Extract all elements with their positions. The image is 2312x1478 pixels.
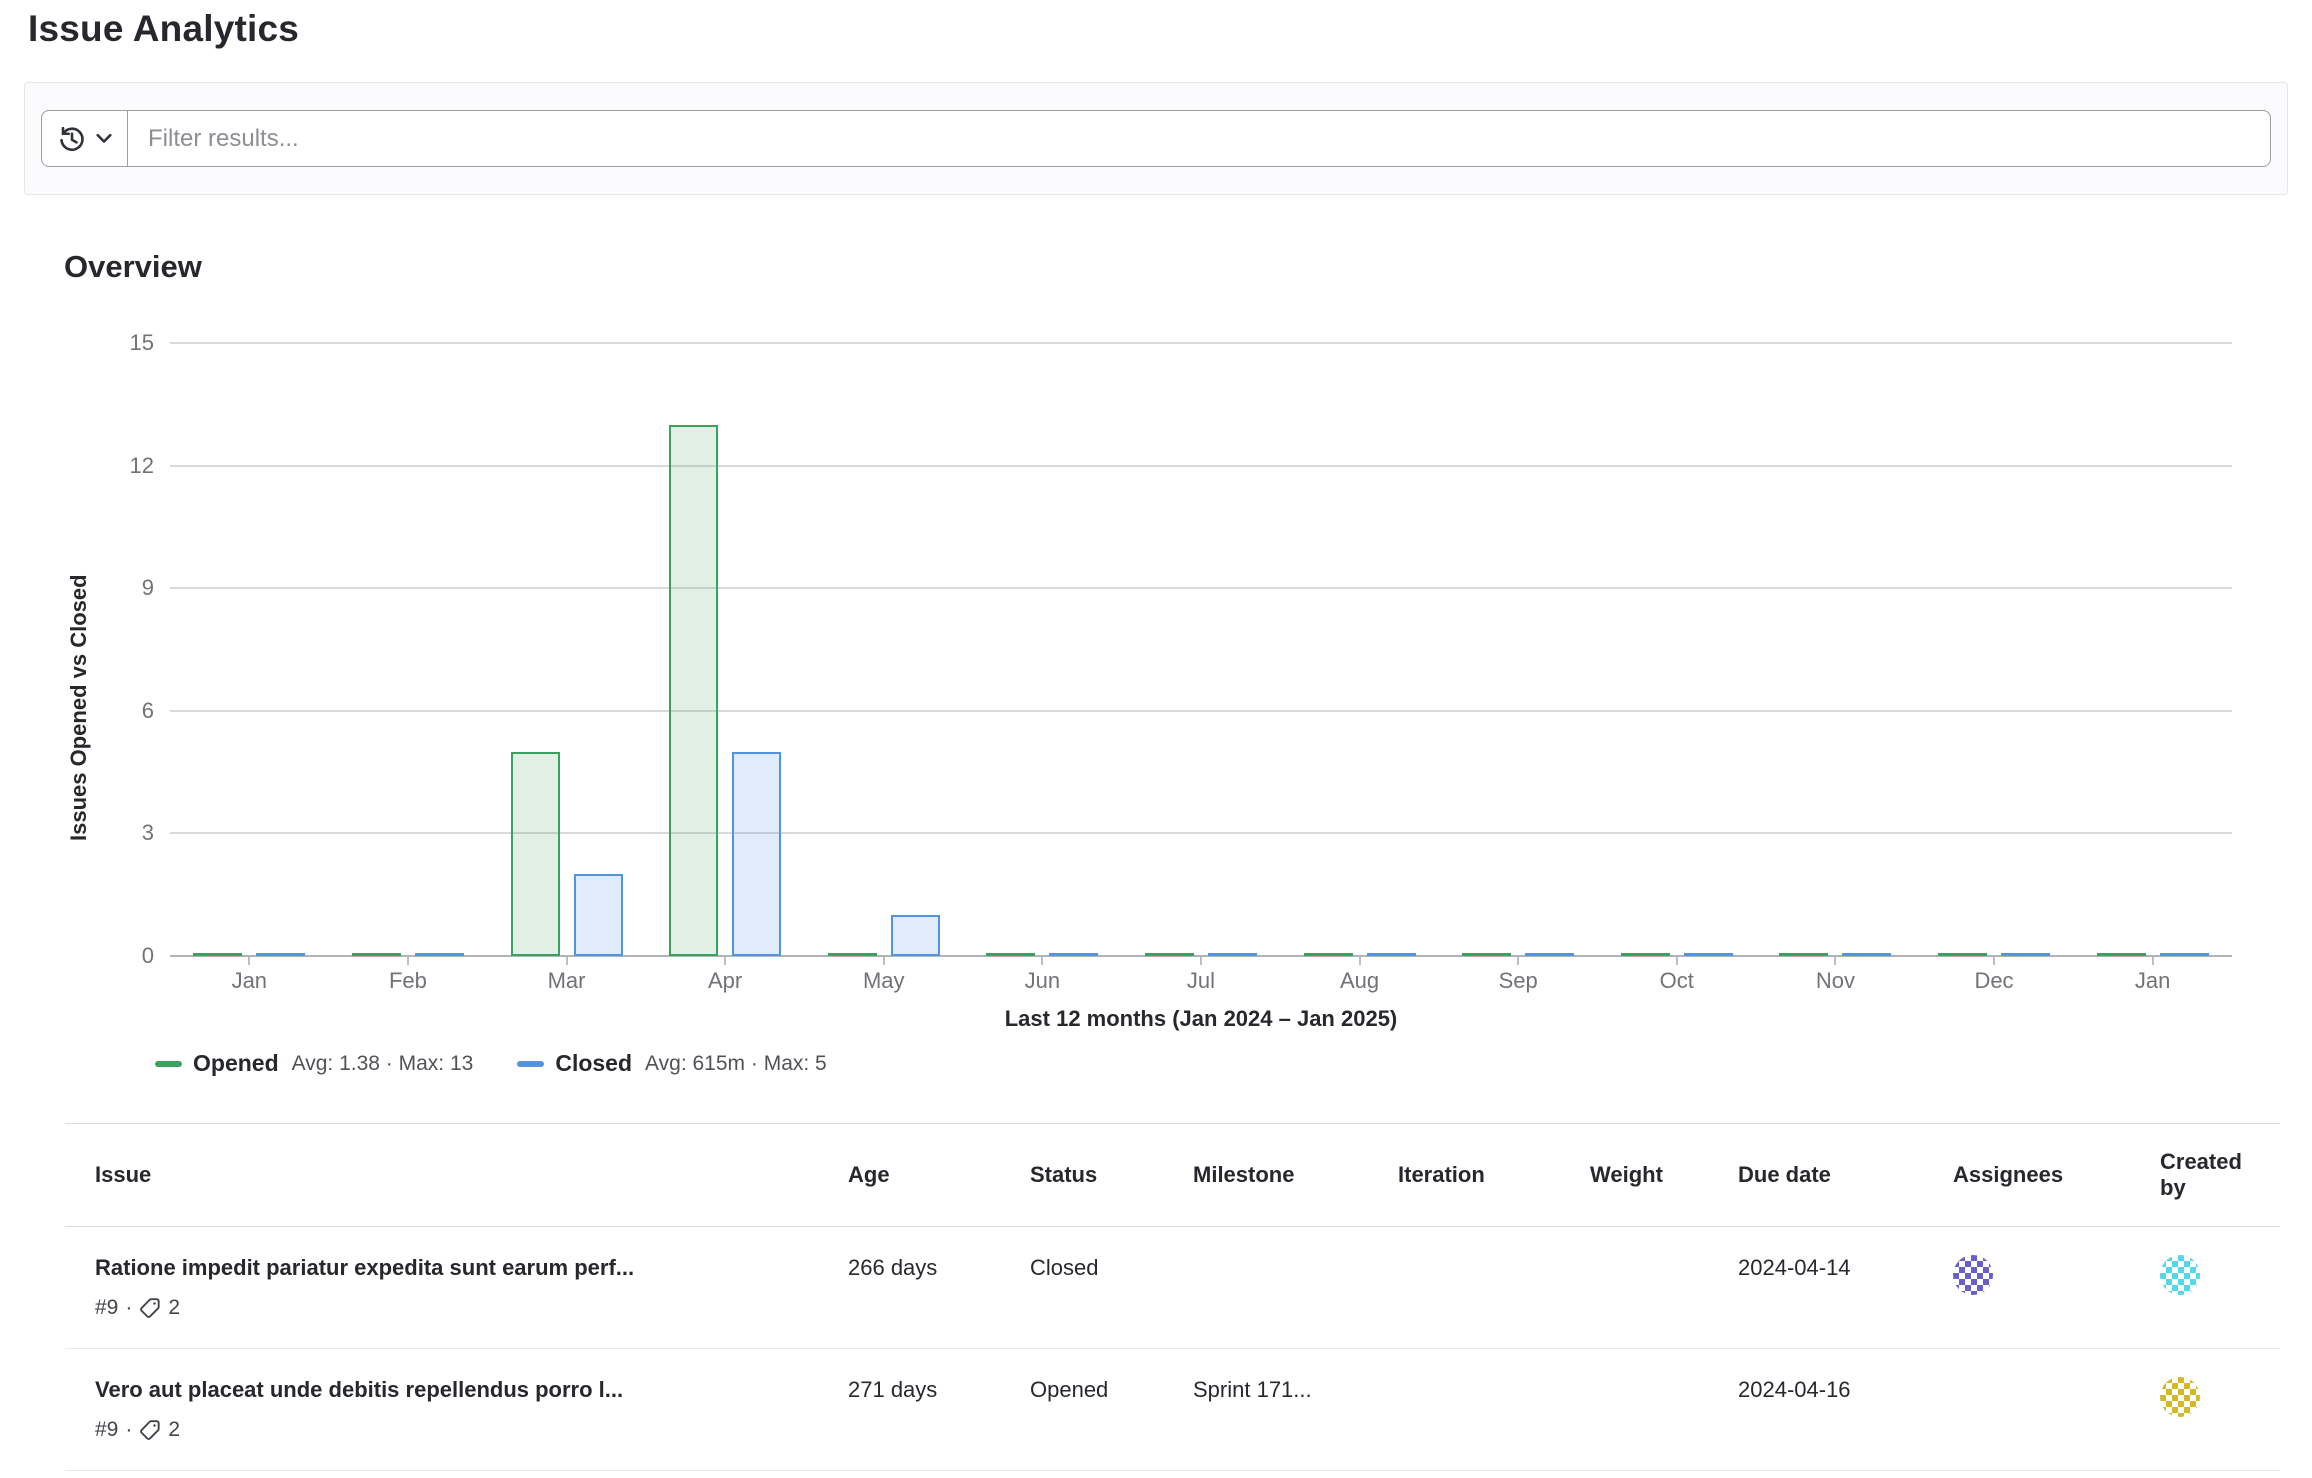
- col-header-due-date: Due date: [1738, 1123, 1953, 1227]
- filter-input[interactable]: [127, 110, 2271, 167]
- issues-table: Issue Age Status Milestone Iteration Wei…: [65, 1123, 2280, 1471]
- col-header-age: Age: [848, 1123, 1030, 1227]
- x-axis-labels: Jan Feb Mar Apr May Jun Jul Aug Sep Oct Nov Dec Jan: [170, 968, 2232, 994]
- x-axis-label: May: [862, 968, 905, 993]
- cell-due-date: 2024-04-16: [1738, 1348, 1953, 1471]
- created-by-avatar[interactable]: [2160, 1255, 2200, 1295]
- chart-legend: Opened Avg: 1.38 · Max: 13 Closed Avg: 6…: [155, 1050, 2312, 1077]
- cell-status: Closed: [1030, 1226, 1193, 1349]
- x-axis-label: Oct: [1659, 968, 1694, 993]
- col-header-assignees: Assignees: [1953, 1123, 2160, 1227]
- cell-age: 266 days: [848, 1226, 1030, 1349]
- col-header-milestone: Milestone: [1193, 1123, 1398, 1227]
- chart-plot-area: 0 3 6 9 12 15: [130, 330, 2232, 968]
- recent-searches-button[interactable]: [41, 110, 128, 167]
- y-axis-title: Issues Opened vs Closed: [66, 574, 91, 841]
- overview-heading: Overview: [64, 249, 202, 284]
- created-by-avatar[interactable]: [2160, 1377, 2200, 1417]
- legend-closed-stats: Avg: 615m · Max: 5: [645, 1051, 827, 1075]
- filter-group: [41, 110, 2271, 167]
- assignee-avatar[interactable]: [1953, 1255, 1993, 1295]
- chart-bars: [170, 343, 2232, 956]
- cell-weight: [1590, 1348, 1738, 1471]
- cell-iteration: [1398, 1348, 1590, 1471]
- legend-closed-label: Closed: [555, 1050, 633, 1076]
- x-axis-label: Jan: [231, 968, 268, 993]
- cell-iteration: [1398, 1226, 1590, 1349]
- label-icon: [139, 1419, 161, 1441]
- x-axis-label: Jan: [2134, 968, 2171, 993]
- filter-bar: [24, 82, 2288, 195]
- x-axis-label: Feb: [388, 968, 427, 993]
- issue-meta: #9 · 2: [95, 1296, 838, 1320]
- cell-milestone: Sprint 171...: [1193, 1348, 1398, 1471]
- page-title: Issue Analytics: [28, 8, 300, 49]
- x-axis-label: Aug: [1339, 968, 1380, 993]
- cell-status: Opened: [1030, 1348, 1193, 1471]
- col-header-weight: Weight: [1590, 1123, 1738, 1227]
- labels-count: 2: [168, 1418, 181, 1441]
- chevron-down-icon: [96, 133, 112, 144]
- col-header-issue: Issue: [65, 1123, 848, 1227]
- meta-separator: ·: [125, 1296, 133, 1319]
- col-header-iteration: Iteration: [1398, 1123, 1590, 1227]
- issue-ref: #9: [95, 1296, 119, 1319]
- legend-opened-label: Opened: [193, 1050, 279, 1076]
- legend-opened-marker: [155, 1060, 182, 1067]
- table-header-row: Issue Age Status Milestone Iteration Wei…: [65, 1123, 2280, 1227]
- cell-due-date: 2024-04-14: [1738, 1226, 1953, 1349]
- cell-milestone: [1193, 1226, 1398, 1349]
- history-icon: [57, 124, 87, 154]
- table-row: Vero aut placeat unde debitis repellendu…: [65, 1348, 2280, 1471]
- legend-closed-marker: [517, 1060, 545, 1067]
- issue-ref: #9: [95, 1418, 119, 1441]
- table-row: Ratione impedit pariatur expedita sunt e…: [65, 1226, 2280, 1349]
- x-axis-title: Last 12 months (Jan 2024 – Jan 2025): [1004, 1006, 1398, 1031]
- labels-count: 2: [168, 1296, 181, 1319]
- meta-separator: ·: [125, 1418, 133, 1441]
- issue-link[interactable]: Vero aut placeat unde debitis repellendu…: [95, 1377, 624, 1402]
- x-axis-label: Mar: [547, 968, 586, 993]
- col-header-created-by: Created by: [2160, 1123, 2280, 1227]
- issues-opened-vs-closed-chart: Issues Opened vs Closed 0 3 6 9 12 15 Jan Feb M…: [0, 330, 2312, 1077]
- x-axis-label: Dec: [1974, 968, 2014, 993]
- col-header-status: Status: [1030, 1123, 1193, 1227]
- issue-link[interactable]: Ratione impedit pariatur expedita sunt e…: [95, 1255, 635, 1280]
- x-axis-label: Jul: [1186, 968, 1216, 993]
- x-axis-label: Nov: [1815, 968, 1855, 993]
- x-axis-label: Jun: [1024, 968, 1061, 993]
- x-axis-label: Apr: [708, 968, 743, 993]
- legend-opened-stats: Avg: 1.38 · Max: 13: [291, 1051, 474, 1075]
- label-icon: [139, 1297, 161, 1319]
- issue-meta: #9 · 2: [95, 1418, 838, 1442]
- cell-weight: [1590, 1226, 1738, 1349]
- x-axis-label: Sep: [1498, 968, 1538, 993]
- cell-age: 271 days: [848, 1348, 1030, 1471]
